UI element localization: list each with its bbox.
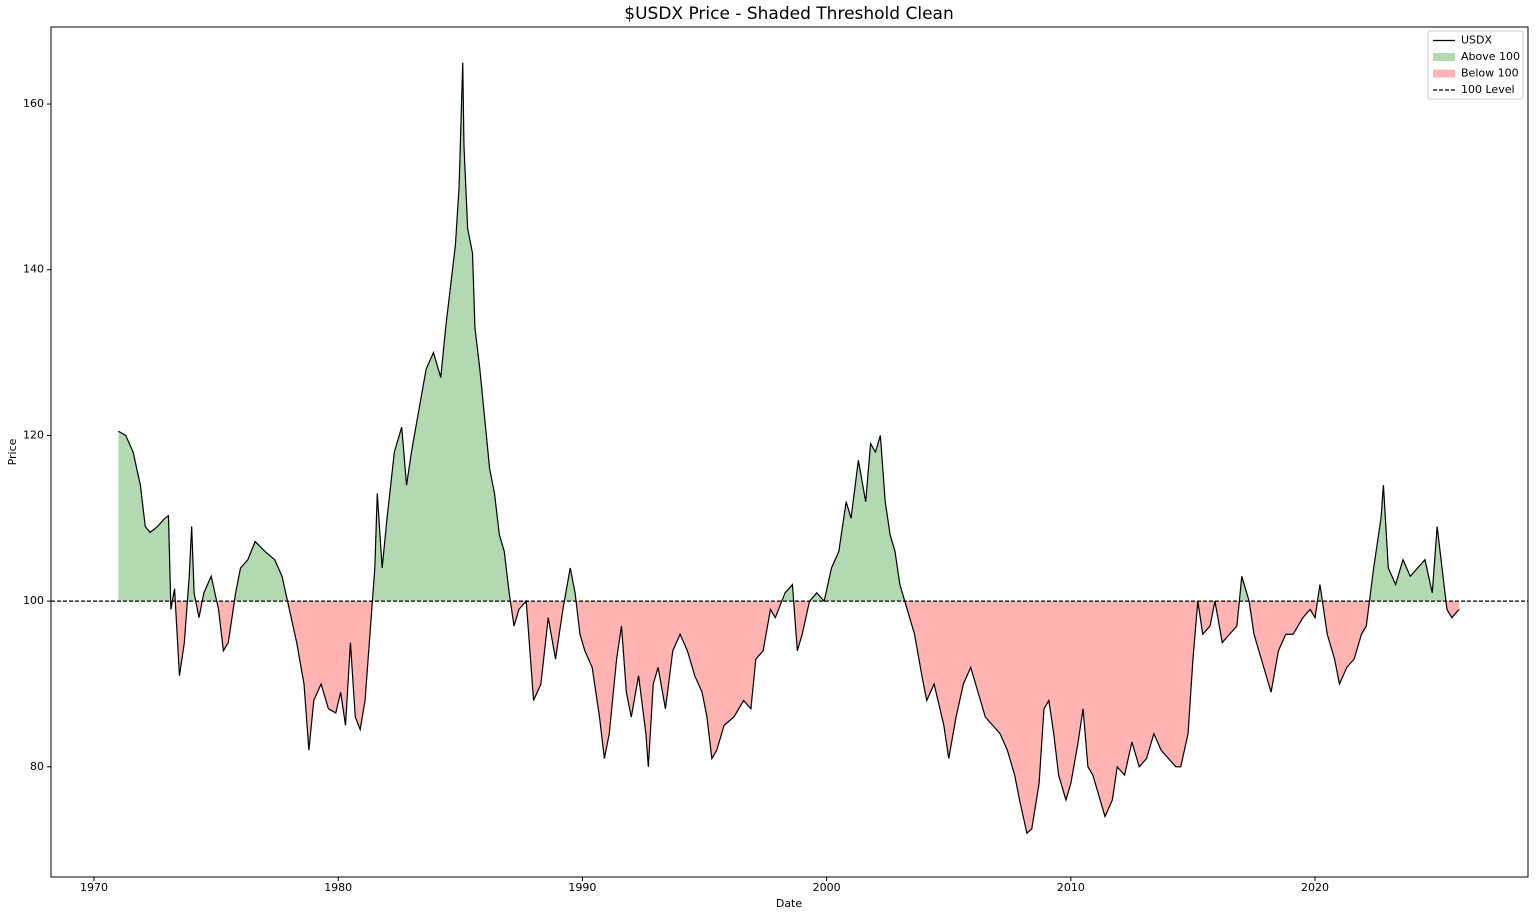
x-tick-label: 1980 [324,881,352,894]
fill-below [118,601,1460,834]
y-tick-label: 100 [23,594,44,607]
legend-label: USDX [1461,34,1493,47]
price-line [118,62,1460,835]
legend-label: Below 100 [1461,67,1519,80]
y-tick-label: 160 [23,97,44,110]
x-axis-label: Date [776,897,803,910]
legend-label: Above 100 [1461,50,1520,63]
legend-frame [1427,30,1524,100]
fill-above [118,62,1460,602]
chart-title: $USDX Price - Shaded Threshold Clean [624,4,953,24]
y-tick-label: 140 [23,263,44,276]
x-tick-label: 1990 [568,881,596,894]
x-tick-label: 2010 [1057,881,1085,894]
plot-frame [50,26,1529,878]
legend: USDX Above 100 Below 100 100 Level [1427,30,1524,100]
y-axis-label: Price [6,438,19,465]
legend-swatch [1433,53,1455,61]
y-tick-label: 80 [30,760,44,773]
legend-label: 100 Level [1461,83,1515,96]
legend-swatch [1433,69,1455,78]
x-tick-label: 2000 [813,881,841,894]
y-tick-label: 120 [23,428,44,441]
x-tick-label: 2020 [1301,881,1329,894]
x-tick-label: 1970 [80,881,108,894]
